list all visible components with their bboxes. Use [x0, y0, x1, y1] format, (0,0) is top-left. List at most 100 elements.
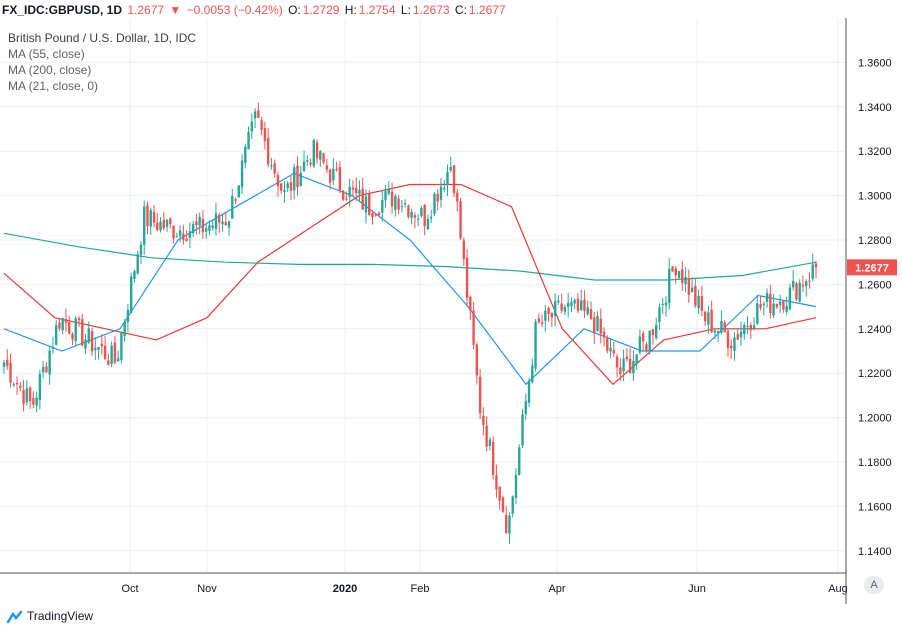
candle	[772, 293, 775, 319]
candle	[413, 212, 417, 229]
candle	[472, 301, 475, 350]
candle	[87, 321, 90, 344]
candle-body	[54, 325, 58, 345]
candle-body	[306, 160, 309, 162]
ma-21-path	[3, 172, 817, 386]
candle-body	[583, 299, 586, 312]
candle	[726, 328, 730, 357]
candle	[531, 358, 534, 384]
y-tick-label: 1.3600	[858, 57, 892, 69]
candle-body	[22, 390, 25, 405]
candle	[553, 293, 557, 327]
price-chart[interactable]: 1.3600 1.3400 1.3200 1.3000 1.2800 1.2600 1.24…	[0, 18, 902, 604]
candle-body	[791, 280, 795, 288]
candle-body	[798, 282, 801, 302]
candle	[371, 210, 374, 225]
candle-body	[641, 333, 645, 342]
x-tick-label: Apr	[548, 583, 565, 595]
candle	[358, 180, 361, 202]
candle	[449, 156, 452, 173]
candle-body	[394, 196, 397, 210]
candle	[381, 191, 384, 222]
candle	[602, 327, 606, 347]
auto-scale-button[interactable]: A	[864, 576, 884, 594]
candle-body	[612, 350, 616, 354]
candle-body	[32, 398, 35, 405]
candle-body	[521, 414, 524, 446]
candle-body	[221, 221, 224, 225]
ma-21-line	[3, 172, 817, 386]
candle	[534, 319, 537, 372]
candle-body	[81, 319, 84, 346]
candle-body	[778, 301, 782, 306]
candle	[224, 212, 227, 227]
chart-axes: 1.3600 1.3400 1.3200 1.3000 1.2800 1.2600 1.24…	[0, 18, 897, 604]
candle	[671, 266, 674, 272]
legend-ma-21[interactable]: MA (21, close, 0)	[8, 79, 99, 93]
candle-body	[557, 300, 560, 303]
candle	[514, 468, 518, 504]
candle	[293, 163, 296, 200]
symbol-label[interactable]: FX_IDC:GBPUSD, 1D	[2, 3, 123, 17]
close-value: 1.2677	[468, 3, 506, 17]
candle-body	[439, 186, 443, 200]
candle-body	[374, 214, 377, 216]
candle	[736, 329, 739, 340]
y-tick-label: 1.2600	[858, 279, 892, 291]
candle-body	[469, 296, 472, 311]
candle	[159, 216, 162, 233]
candle	[439, 177, 443, 208]
candle	[32, 391, 35, 409]
low-label: L:	[400, 3, 411, 17]
candle	[165, 218, 169, 232]
candle-body	[224, 222, 227, 225]
candle-body	[48, 350, 51, 375]
candle-body	[338, 167, 342, 191]
candle-body	[687, 278, 691, 295]
candle-body	[19, 385, 22, 388]
legend-ma-55[interactable]: MA (55, close)	[8, 47, 85, 61]
candle	[120, 331, 123, 364]
x-tick-label: Nov	[197, 583, 217, 595]
candle	[328, 168, 332, 190]
change-arrow-icon: ▼	[169, 3, 182, 17]
candle-body	[808, 280, 811, 282]
x-tick-label: Feb	[411, 583, 430, 595]
candle	[459, 197, 462, 240]
x-tick-label: Jun	[688, 583, 706, 595]
candle	[697, 289, 700, 315]
candle-body	[580, 300, 583, 310]
candle	[690, 277, 694, 293]
candle	[338, 161, 342, 194]
candle	[684, 267, 687, 293]
candle-body	[586, 307, 589, 315]
candle-body	[736, 334, 739, 340]
candle-body	[553, 301, 557, 317]
candle	[319, 150, 322, 168]
candle	[152, 205, 156, 228]
candle	[191, 220, 195, 238]
candle	[619, 358, 622, 381]
candle	[149, 207, 152, 236]
candle-body	[247, 131, 250, 150]
candle	[58, 318, 61, 332]
candle-body	[335, 168, 338, 170]
candle-body	[420, 208, 423, 217]
candle-body	[664, 302, 668, 306]
candle	[15, 376, 19, 396]
candle	[416, 214, 420, 227]
candle	[266, 128, 270, 167]
candle	[361, 177, 364, 210]
candle	[286, 181, 289, 193]
candle-body	[204, 228, 208, 232]
candle-body	[227, 221, 231, 228]
candle	[452, 165, 456, 197]
candle	[573, 298, 576, 309]
candle	[778, 294, 782, 313]
candle	[563, 304, 567, 316]
candle	[390, 182, 394, 215]
candle	[759, 295, 762, 311]
candle-body	[576, 298, 580, 311]
tradingview-logo[interactable]: TradingView	[6, 608, 93, 624]
legend-ma-200[interactable]: MA (200, close)	[8, 63, 92, 77]
